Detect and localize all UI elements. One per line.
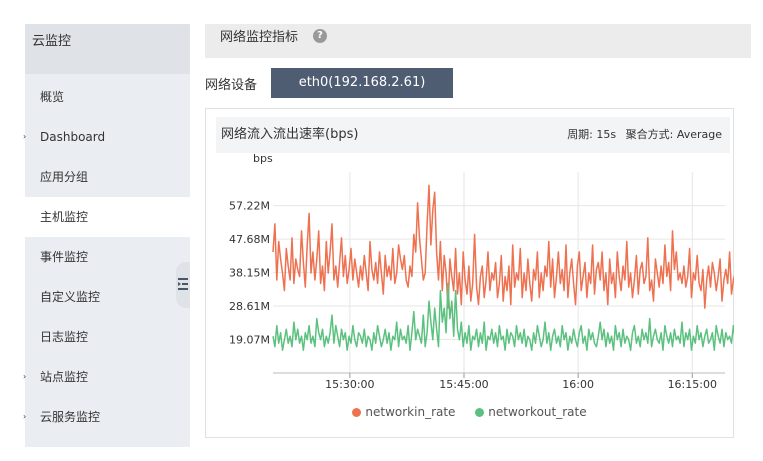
sidebar-title: 云监控 xyxy=(25,24,190,74)
section-header: 网络监控指标 ? xyxy=(205,24,751,58)
sidebar-item-label: 站点监控 xyxy=(40,370,89,384)
rate-line-chart: 57.22M 47.68M 38.15M 28.61M 19.07M bps 15:30:0… xyxy=(229,152,734,391)
sidebar-item[interactable]: 自定义监控 xyxy=(25,277,190,317)
legend-item-out[interactable]: networkout_rate xyxy=(475,405,587,419)
sidebar-item[interactable]: 主机监控 xyxy=(25,197,190,237)
sidebar-item-label: Dashboard xyxy=(40,130,106,144)
period-label: 周期: 15s xyxy=(567,128,617,141)
chart-meta: 周期: 15s 聚合方式: Average xyxy=(561,117,722,153)
y-tick-label: 38.15M xyxy=(229,267,270,280)
chevron-right-icon: › xyxy=(23,412,27,421)
legend-dot-in xyxy=(352,408,362,417)
series-line-networkin xyxy=(272,184,734,309)
chevron-right-icon: › xyxy=(23,132,27,141)
chart-title: 网络流入流出速率(bps) xyxy=(221,127,359,142)
y-tick-label: 19.07M xyxy=(229,333,270,346)
sidebar-item[interactable]: › 站点监控 xyxy=(23,357,190,397)
section-title: 网络监控指标 xyxy=(220,30,299,45)
sidebar: 云监控 概览 › Dashboard 应用分组主机监控事件监控自定义监控日志监控 › 站点… xyxy=(23,24,190,447)
chart-panel-header: 网络流入流出速率(bps) 周期: 15s 聚合方式: Average xyxy=(216,117,730,153)
x-tick-label: 15:45:00 xyxy=(439,378,488,391)
collapse-icon xyxy=(178,278,188,290)
sidebar-item[interactable]: 事件监控 xyxy=(25,237,190,277)
aggregate-label: 聚合方式: Average xyxy=(625,128,722,141)
device-label: 网络设备 xyxy=(205,78,258,93)
series-line-networkout xyxy=(272,282,734,351)
sidebar-collapse-handle[interactable] xyxy=(176,262,190,308)
sidebar-item[interactable]: › Dashboard xyxy=(23,117,190,157)
sidebar-item[interactable]: › 云服务监控 xyxy=(23,397,190,437)
y-axis-label: bps xyxy=(253,152,273,165)
y-tick-label: 28.61M xyxy=(229,300,270,313)
sidebar-item-label: 主机监控 xyxy=(40,210,89,224)
sidebar-item-label: 日志监控 xyxy=(40,330,89,344)
help-icon[interactable]: ? xyxy=(313,29,327,43)
legend-item-in[interactable]: networkin_rate xyxy=(352,405,455,419)
sidebar-item-label: 应用分组 xyxy=(40,170,89,184)
x-tick-label: 15:30:00 xyxy=(325,378,374,391)
y-tick-label: 47.68M xyxy=(229,233,270,246)
sidebar-item-label: 概览 xyxy=(40,90,65,104)
x-tick-label: 16:00 xyxy=(562,378,594,391)
y-tick-label: 57.22M xyxy=(229,200,270,213)
sidebar-item[interactable]: 概览 xyxy=(25,77,190,117)
legend-label-out: networkout_rate xyxy=(488,405,587,419)
sidebar-item-label: 事件监控 xyxy=(40,250,89,264)
sidebar-item[interactable]: 日志监控 xyxy=(25,317,190,357)
sidebar-item-label: 自定义监控 xyxy=(40,290,101,304)
chevron-right-icon: › xyxy=(23,372,27,381)
legend-dot-out xyxy=(475,408,485,417)
chart-legend: networkin_rate networkout_rate xyxy=(205,405,734,419)
sidebar-item-label: 云服务监控 xyxy=(40,410,101,424)
legend-label-in: networkin_rate xyxy=(365,405,456,419)
device-select[interactable]: eth0(192.168.2.61) xyxy=(271,68,453,98)
x-tick-label: 16:15:00 xyxy=(668,378,717,391)
sidebar-item[interactable]: 应用分组 xyxy=(25,157,190,197)
